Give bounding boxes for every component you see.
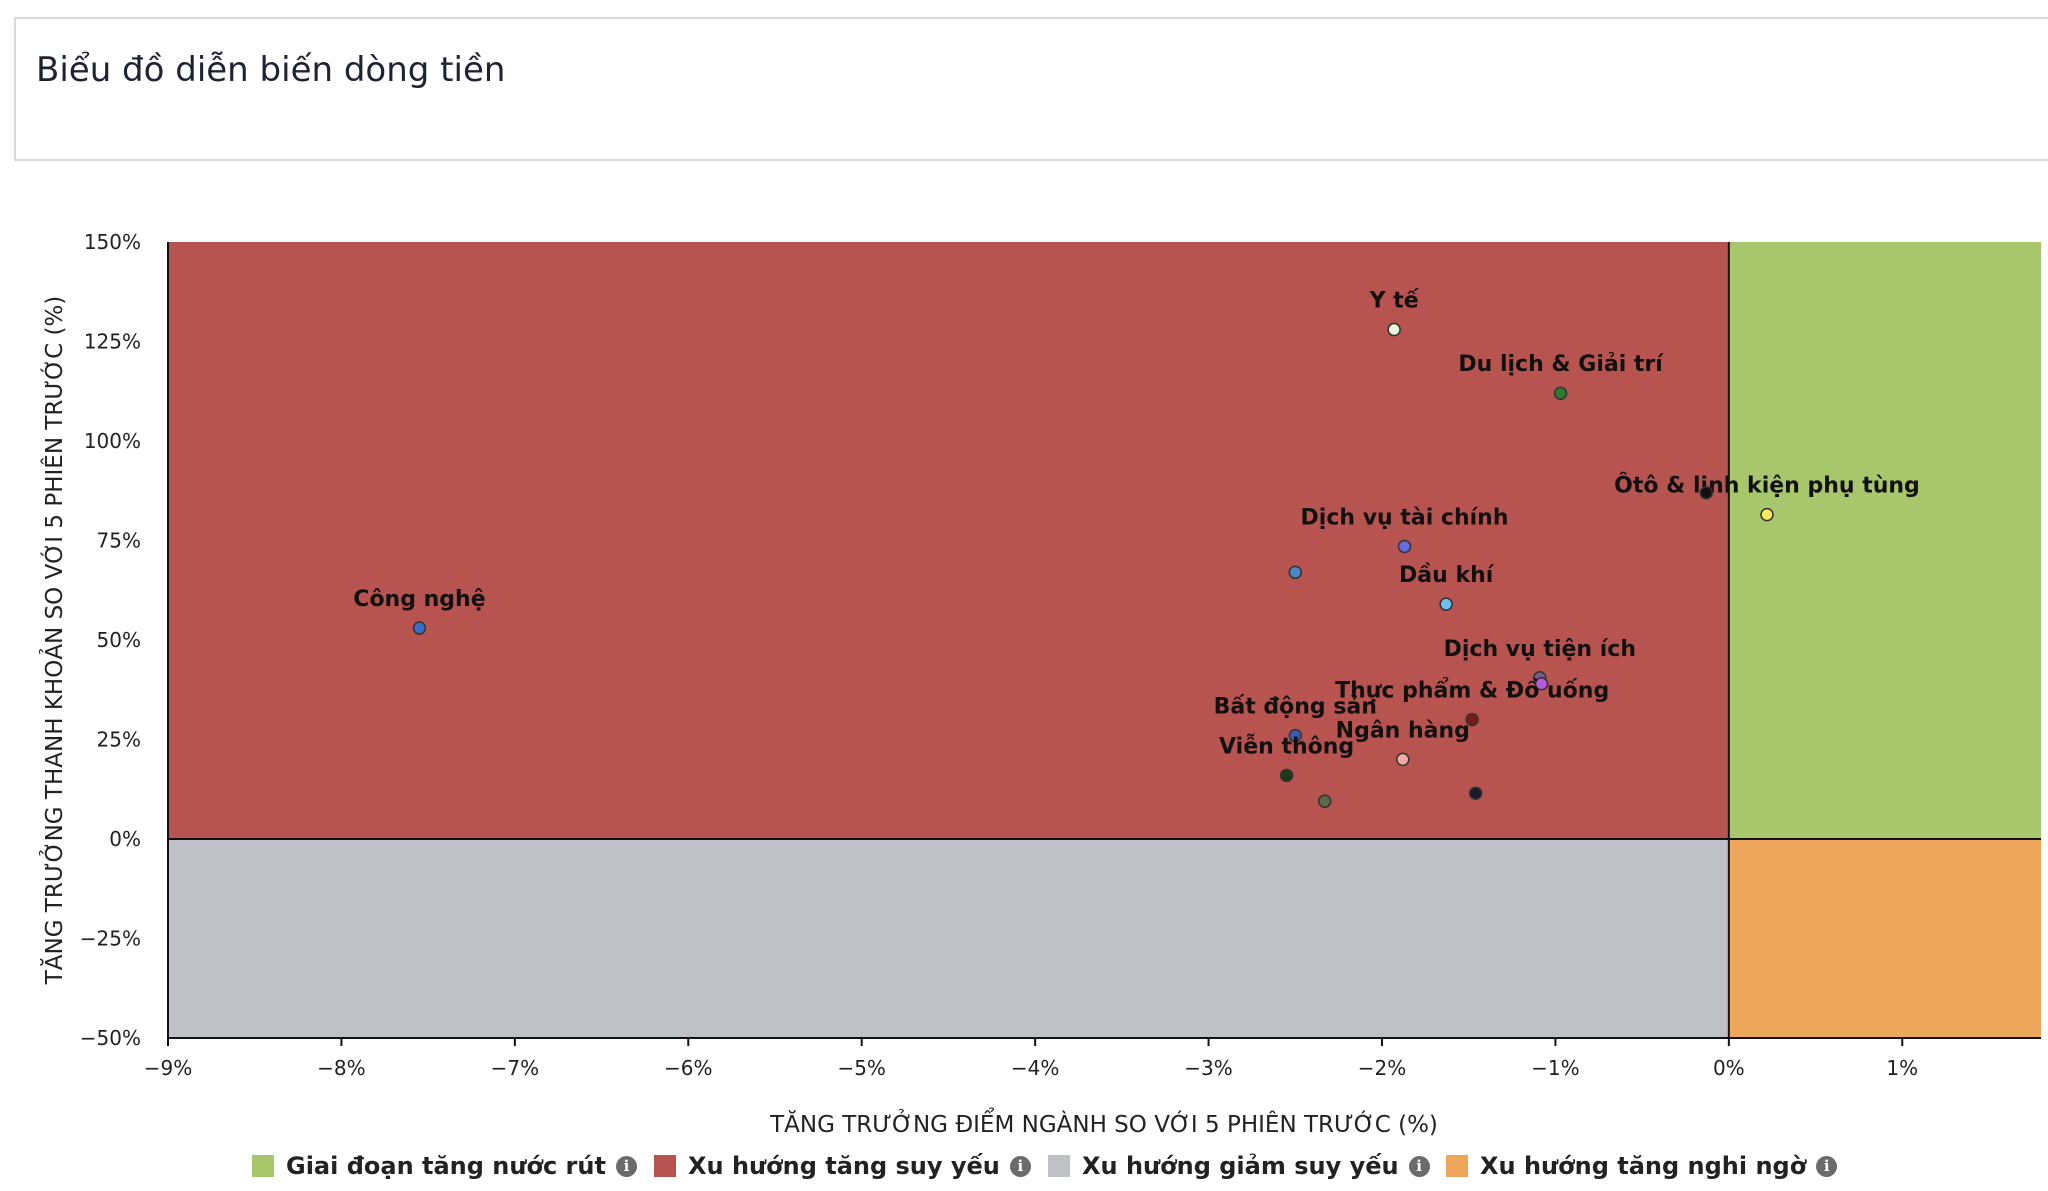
- x-tick-label: −4%: [1011, 1056, 1060, 1080]
- data-point: [1468, 786, 1483, 800]
- legend-item-weak-decline[interactable]: Xu hướng giảm suy yếu i: [1048, 1152, 1430, 1180]
- chart: −9% −8% −7% −6% −5% −4% −3% −2% −1% 0% 1% 150% 125% 1…: [39, 230, 2041, 1138]
- data-point-label: Thực phẩm & Đồ uống: [1335, 678, 1609, 704]
- info-icon[interactable]: i: [1009, 1155, 1031, 1177]
- legend: Giai đoạn tăng nước rút i Xu hướng tăng …: [0, 1152, 2048, 1188]
- x-tick-label: −7%: [491, 1056, 540, 1080]
- data-point: [1396, 752, 1410, 767]
- page-title: Biểu đồ diễn biến dòng tiền: [36, 50, 506, 90]
- quadrant-top-right: [1728, 242, 2041, 839]
- x-tick-label: 0%: [1713, 1056, 1745, 1080]
- data-point: [1439, 597, 1453, 611]
- info-icon[interactable]: i: [1816, 1155, 1838, 1177]
- data-point-label: Ngân hàng: [1336, 718, 1470, 743]
- data-point: [1760, 507, 1774, 522]
- x-tick-label: −6%: [664, 1056, 713, 1080]
- data-point-label: Dịch vụ tiện ích: [1444, 637, 1636, 662]
- y-tick-label: 75%: [97, 529, 141, 553]
- data-point-label: Dầu khí: [1399, 563, 1495, 588]
- data-point: [412, 621, 427, 635]
- x-tick-label: −5%: [837, 1056, 886, 1080]
- data-point: [1387, 322, 1401, 337]
- x-tick-label: −1%: [1531, 1056, 1580, 1080]
- quadrant-bottom-left: [168, 839, 1729, 1038]
- chart-points: Y tế Du lịch & Giải trí Ôtô & linh kiện ph…: [353, 289, 1920, 808]
- data-point-label: Du lịch & Giải trí: [1458, 352, 1664, 377]
- info-icon[interactable]: i: [615, 1155, 637, 1177]
- legend-swatch: [252, 1155, 274, 1177]
- x-tick-label: −3%: [1184, 1056, 1233, 1080]
- y-tick-label: 0%: [109, 827, 141, 851]
- legend-swatch: [1048, 1155, 1070, 1177]
- legend-item-sprint[interactable]: Giai đoạn tăng nước rút i: [252, 1152, 637, 1180]
- data-point: [1699, 485, 1714, 500]
- legend-swatch: [1446, 1155, 1468, 1177]
- data-point: [1318, 794, 1332, 808]
- y-tick-label: 150%: [84, 230, 141, 254]
- legend-swatch: [654, 1155, 676, 1177]
- data-point-label: Công nghệ: [353, 587, 485, 612]
- header-card: [14, 17, 2048, 161]
- legend-item-weak-rise[interactable]: Xu hướng tăng suy yếu i: [654, 1152, 1031, 1180]
- x-tick-label: −9%: [144, 1056, 193, 1080]
- info-icon[interactable]: i: [1408, 1155, 1430, 1177]
- y-tick-label: 25%: [97, 728, 141, 752]
- y-tick-label: −25%: [80, 927, 141, 951]
- data-point-label: Y tế: [1369, 289, 1420, 314]
- data-point: [1279, 768, 1294, 783]
- data-point: [1397, 539, 1412, 554]
- data-point-label: Ôtô & linh kiện phụ tùng: [1614, 473, 1920, 499]
- x-axis-title: TĂNG TRƯỞNG ĐIỂM NGÀNH SO VỚI 5 PHIÊN TR…: [769, 1108, 1438, 1138]
- quadrant-bottom-right: [1728, 839, 2041, 1038]
- data-point: [1288, 565, 1303, 580]
- legend-label: Xu hướng giảm suy yếu: [1082, 1152, 1399, 1180]
- data-point: [1553, 386, 1568, 400]
- data-point: [1534, 677, 1549, 691]
- y-tick-label: 125%: [84, 330, 141, 354]
- quadrant-top-left: [168, 242, 1729, 839]
- data-point-label: Bất động sản: [1214, 695, 1377, 720]
- x-tick-label: −2%: [1358, 1056, 1407, 1080]
- y-tick-label: 100%: [84, 429, 141, 453]
- legend-label: Xu hướng tăng nghi ngờ: [1480, 1152, 1807, 1180]
- y-axis-title: TĂNG TRƯỞNG THANH KHOẢN SO VỚI 5 PHIÊN T…: [39, 296, 68, 986]
- y-tick-label: −50%: [80, 1026, 141, 1050]
- chart-ticks: −9% −8% −7% −6% −5% −4% −3% −2% −1% 0% 1% 150% 125% 1…: [80, 230, 1918, 1080]
- legend-item-doubtful-rise[interactable]: Xu hướng tăng nghi ngờ i: [1446, 1152, 1838, 1180]
- quadrant-backgrounds: [168, 242, 2041, 1038]
- data-point-label: Viễn thông: [1219, 734, 1354, 759]
- legend-label: Xu hướng tăng suy yếu: [688, 1152, 1000, 1180]
- data-point: [1465, 712, 1479, 727]
- x-tick-label: −8%: [317, 1056, 366, 1080]
- legend-label: Giai đoạn tăng nước rút: [286, 1152, 606, 1180]
- data-point: [1288, 728, 1303, 743]
- x-tick-label: 1%: [1886, 1056, 1918, 1080]
- data-point-label: Dịch vụ tài chính: [1301, 505, 1509, 530]
- y-tick-label: 50%: [97, 628, 141, 652]
